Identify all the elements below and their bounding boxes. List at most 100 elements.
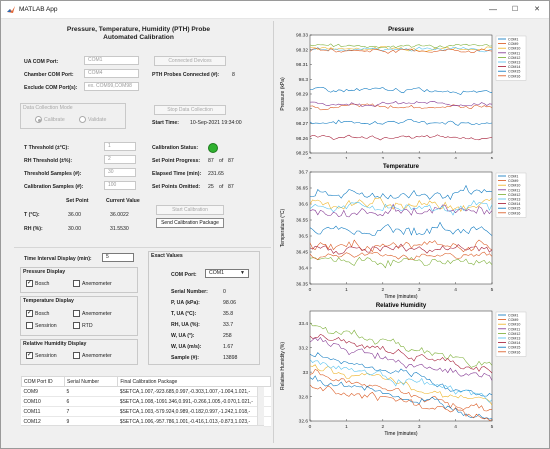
exact-port-value: COM1 (209, 270, 224, 276)
legend-entry: COM9 (508, 318, 518, 322)
series-line-com1 (309, 184, 493, 201)
close-button[interactable]: ✕ (534, 6, 540, 13)
legend-entry: COM14 (508, 65, 520, 69)
legend-entry: COM16 (508, 74, 520, 78)
rh-setpoint-value: 30.00 (68, 226, 81, 232)
y-tick-label: 98.3 (299, 77, 309, 83)
temp-anemometer-label: Anemometer (82, 311, 112, 317)
pressure-anemometer-checkbox[interactable] (73, 280, 80, 287)
x-tick-label: 5 (491, 424, 494, 430)
app-heading-line2: Automated Calibration (103, 34, 174, 41)
series-line-com15 (309, 375, 493, 420)
chart-title: Temperature (383, 164, 420, 170)
rh-threshold-field[interactable]: 2 (104, 155, 136, 164)
table-header[interactable]: COM Port ID (20, 376, 66, 387)
table-row[interactable]: COM10 6 $SETCA,1.008,-1091.346,0.991,-0.… (21, 396, 271, 407)
exact-row-value: 0 (223, 289, 226, 295)
temp-rtd-checkbox[interactable] (73, 322, 80, 329)
validate-radio-label: Validate (88, 117, 107, 123)
window-title: MATLAB App (19, 6, 58, 13)
legend-entry: COM15 (508, 70, 520, 74)
series-line-com14 (309, 243, 493, 255)
minimize-button[interactable]: — (489, 5, 497, 14)
rh-display-group: Relative Humidity Display ✓ Sensirion An… (20, 339, 138, 365)
legend-entry: COM14 (508, 202, 520, 206)
temp-bosch-checkbox[interactable]: ✓ (26, 310, 33, 317)
calibrate-radio[interactable] (35, 116, 42, 123)
table-row[interactable]: COM9 5 $SETCA,1.007,-923.685,0.997,-0.30… (21, 386, 271, 397)
rh-anemometer-checkbox[interactable] (73, 352, 80, 359)
exact-row-value: 33.7 (223, 322, 234, 328)
time-interval-field[interactable]: 5 (102, 253, 134, 262)
series-line-com11 (309, 337, 493, 381)
pressure-bosch-checkbox[interactable]: ✓ (26, 280, 33, 287)
send-calibration-package-button[interactable]: Send Calibration Package (156, 218, 224, 228)
threshold-samples-field[interactable]: 30 (104, 168, 136, 177)
connected-devices-button[interactable]: Connected Devices (154, 56, 226, 66)
ua-port-label: UA COM Port: (24, 59, 59, 65)
exact-port-dropdown[interactable]: COM1 ▼ (205, 269, 249, 278)
table-cell: COM9 (21, 386, 65, 397)
t-threshold-field[interactable]: 1 (104, 142, 136, 151)
table-vertical-scrollbar[interactable] (257, 387, 264, 425)
legend-entry: COM11 (508, 188, 520, 192)
table-cell: $SETCA,1.007,-923.685,0.997,-0.303,1.007… (117, 386, 271, 397)
setpoints-omitted-total: 87 (228, 184, 234, 190)
y-tick-label: 98.27 (296, 121, 308, 127)
table-row[interactable]: COM11 7 $SETCA,1.003,-579.924,0.989,-0.1… (21, 406, 271, 417)
current-value-column-header: Current Value (106, 198, 140, 204)
x-tick-label: 4 (454, 424, 457, 430)
legend-entry: COM12 (508, 56, 520, 60)
legend-entry: COM10 (508, 323, 520, 327)
exact-values-group: Exact Values COM Port: COM1 ▼ Serial Num… (148, 251, 260, 365)
legend-entry: COM10 (508, 184, 520, 188)
series-line-com13 (309, 359, 493, 403)
exact-row-label: P, UA (kPa): (171, 300, 200, 306)
x-tick-label: 3 (418, 424, 421, 430)
rh-sensirion-label: Sensirion (35, 353, 57, 359)
validate-radio[interactable] (79, 116, 86, 123)
control-panel: Pressure, Temperature, Humidity (PTH) Pr… (6, 21, 271, 443)
stop-collection-button[interactable]: Stop Data Collection (154, 105, 226, 115)
y-tick-label: 36.55 (296, 218, 308, 224)
legend-entry: COM13 (508, 61, 520, 65)
table-header[interactable]: Final Calibration Package (117, 376, 271, 387)
y-tick-label: 98.33 (296, 33, 308, 39)
y-tick-label: 36.6 (299, 202, 309, 208)
legend-entry: COM1 (508, 175, 518, 179)
series-line-com1 (309, 352, 493, 397)
table-header[interactable]: Serial Number (64, 376, 119, 387)
series-line-com9 (309, 239, 493, 253)
t-setpoint-label: T (°C): (24, 212, 40, 218)
y-tick-label: 36.45 (296, 250, 308, 256)
exact-row-value: 13898 (223, 355, 238, 361)
rh-sensirion-checkbox[interactable]: ✓ (26, 352, 33, 359)
exact-port-label: COM Port: (171, 272, 197, 278)
chamber-port-field[interactable]: COM4 (84, 69, 139, 78)
plot-area (309, 310, 493, 422)
x-tick-label: 3 (418, 287, 421, 293)
rh-threshold-label: RH Threshold (±%): (24, 158, 73, 164)
temp-sensirion-checkbox[interactable] (26, 322, 33, 329)
calibrate-radio-label: Calibrate (44, 117, 65, 123)
y-tick-label: 98.31 (296, 62, 308, 68)
temperature-display-title: Temperature Display (23, 298, 74, 304)
calibration-samples-field[interactable]: 100 (104, 181, 136, 190)
setpoint-progress-value: 87 (208, 158, 214, 164)
charts-canvas: Pressure 98.25 98.26 98.27 98.28 98.29 98.3 98.… (280, 21, 546, 449)
x-tick-label: 1 (345, 424, 348, 430)
temperature-display-group: Temperature Display ✓ Bosch Anemometer S… (20, 296, 138, 336)
start-calibration-button[interactable]: Start Calibration (156, 205, 224, 215)
pressure-display-group: Pressure Display ✓ Bosch Anemometer (20, 267, 138, 293)
table-cell: $SETCA,1.008,-1091.346,0.991,-0.266,1.00… (117, 396, 271, 407)
setpoints-omitted-of: of (219, 184, 224, 190)
table-horizontal-scrollbar[interactable] (21, 425, 264, 432)
temp-anemometer-checkbox[interactable] (73, 310, 80, 317)
y-axis-label: Temperature (°C) (280, 208, 286, 247)
series-line-com1 (309, 119, 493, 126)
setpoints-omitted-value: 25 (208, 184, 214, 190)
ua-port-field[interactable]: COM1 (84, 56, 139, 65)
maximize-button[interactable]: ☐ (511, 6, 519, 13)
exclude-port-input[interactable]: ex. COM99,COM98 (84, 82, 139, 91)
title-bar: MATLAB App — ☐ ✕ (1, 1, 549, 19)
